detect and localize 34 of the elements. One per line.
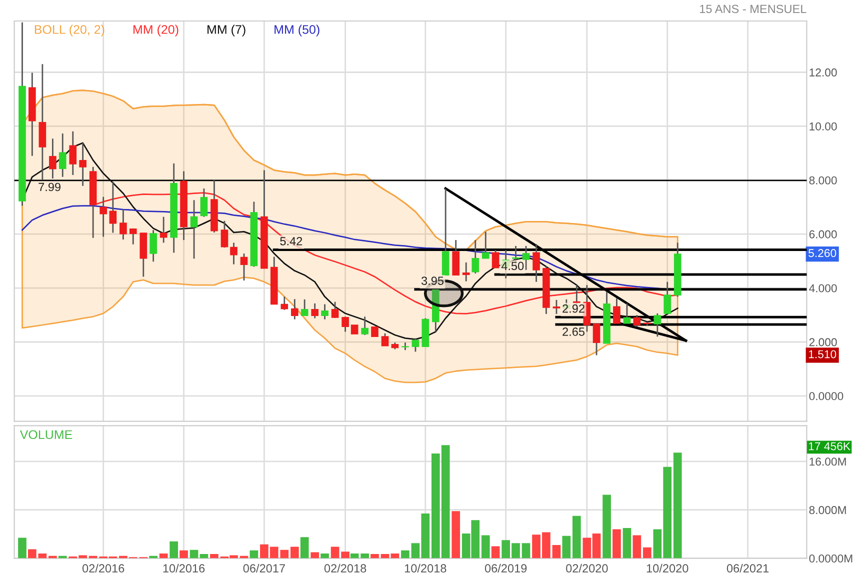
chart-subtitle: 15 ANS - MENSUEL [700,4,806,14]
annotation: 4.50 [501,262,524,270]
x-tick-label: 10/2016 [163,564,205,573]
annotation: 2.65 [562,328,585,336]
ref-line-label: 7.99 [38,182,60,192]
x-tick-label: 06/2021 [726,564,769,573]
y-tick-label: 4.000 [809,284,837,292]
text: MM (7) [208,24,246,36]
x-tick-label: 02/2020 [566,564,608,573]
y-tick-label: 12.00 [810,68,837,76]
annotation: 3.95 [421,276,444,285]
y-tick-label: 8.000M [809,506,846,514]
x-tick-label: 10/2018 [404,564,446,573]
annotation: 5.42 [280,236,302,246]
y-tick-label: 6.000 [809,230,837,238]
annotation: 1.510 [808,350,836,358]
x-tick-label: 02/2016 [82,564,124,573]
x-tick-label: 10/2020 [646,564,688,573]
x-tick-label: 02/2018 [324,564,366,573]
chart-title: VOLUME [20,430,72,440]
text: 17 456K [808,442,850,450]
y-tick-label: 0.0000 [809,392,844,400]
y-tick-label: 8.000 [809,176,837,184]
y-tick-label: 2.000 [809,338,837,346]
x-tick-label: 06/2019 [484,564,527,573]
y-tick-label: 0.0000M [809,554,852,563]
annotation: 5.260 [808,249,836,258]
annotation: 2.92 [562,304,584,313]
y-tick-label: 10.00 [810,122,837,130]
text: BOLL (20, 2) [34,24,104,36]
text: MM (20) [134,24,178,36]
x-tick-label: 06/2017 [243,564,285,573]
y-tick-label: 16.00M [810,458,846,466]
text: MM (50) [274,24,320,36]
